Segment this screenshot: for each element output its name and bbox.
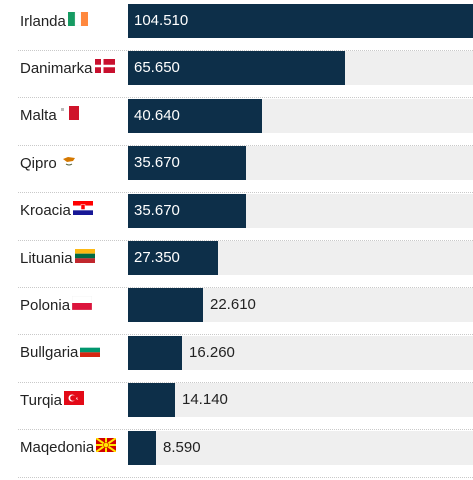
category-label: Danimarka [20, 59, 93, 77]
value-label: 22.610 [210, 296, 256, 314]
bar-track: 8.590 [128, 430, 473, 465]
bar-track: 14.140 [128, 383, 473, 418]
category-label-group: Bullgaria [20, 336, 101, 370]
bar-row: Kroacia 35.670 [0, 193, 473, 241]
bar [128, 4, 473, 38]
bar [128, 335, 182, 370]
row-divider [18, 381, 473, 383]
category-label: Maqedonia [20, 439, 95, 457]
value-label: 27.350 [134, 249, 180, 266]
value-label: 35.670 [134, 154, 180, 172]
category-label-group: Lituania [20, 241, 95, 275]
bar [128, 193, 246, 228]
turkey-flag-icon [63, 390, 84, 410]
bar-track: 22.610 [128, 288, 473, 323]
category-label: Lituania [20, 249, 73, 267]
row-divider [18, 429, 473, 431]
category-label-group: Turqia [20, 383, 84, 417]
category-label-group: Polonia [20, 288, 93, 322]
bar-track: 65.650 [128, 51, 473, 86]
bar [128, 146, 246, 181]
category-label-group: Irlanda [20, 4, 88, 38]
malta-flag-icon [58, 106, 79, 125]
row-divider [18, 50, 473, 51]
bar-row: Danimarka 65.650 [0, 51, 473, 99]
bar-row: Polonia 22.610 [0, 288, 473, 336]
bar-row: Maqedonia 8.590 [0, 430, 473, 478]
cyprus-flag-icon [58, 153, 79, 173]
bar-track: 16.260 [128, 335, 473, 370]
bar [128, 51, 345, 86]
category-label-group: Qipro [20, 146, 79, 180]
category-label-group: Kroacia [20, 194, 93, 228]
row-divider [18, 239, 473, 241]
bar [128, 241, 218, 275]
category-label: Turqia [20, 391, 62, 409]
row-divider [18, 97, 473, 99]
row-divider [18, 144, 473, 146]
bar-row: Malta 40.640 [0, 98, 473, 146]
value-label: 40.640 [134, 106, 180, 124]
category-label-group: Danimarka [20, 51, 115, 85]
bar-track: 35.670 [128, 193, 473, 228]
category-label: Polonia [20, 296, 71, 314]
value-label: 14.140 [182, 391, 228, 409]
bar [128, 288, 203, 323]
category-label: Irlanda [20, 12, 66, 30]
row-divider [18, 287, 473, 288]
category-label: Malta [20, 107, 57, 125]
lithuania-flag-icon [74, 248, 95, 268]
croatia-flag-icon [72, 201, 93, 220]
value-label: 16.260 [189, 343, 235, 361]
bar-row: Irlanda 104.510 [0, 4, 473, 51]
north-macedonia-flag-icon [95, 437, 117, 457]
value-label: 35.670 [134, 201, 180, 219]
row-divider [18, 334, 473, 336]
bar-row: Qipro 35.670 [0, 146, 473, 194]
value-label: 104.510 [134, 12, 189, 29]
category-label: Bullgaria [20, 344, 79, 362]
category-label-group: Maqedonia [20, 431, 117, 465]
poland-flag-icon [71, 295, 93, 315]
value-label: 65.650 [134, 59, 180, 77]
row-divider [18, 192, 473, 194]
bar-row: Lituania 27.350 [0, 241, 473, 288]
category-label: Kroacia [20, 202, 71, 220]
category-label: Qipro [20, 154, 57, 172]
bar-track: 35.670 [128, 146, 473, 181]
ireland-flag-icon [67, 11, 88, 31]
bulgaria-flag-icon [80, 343, 101, 362]
bar [128, 98, 262, 133]
denmark-flag-icon [94, 58, 115, 78]
bar-track: 27.350 [128, 241, 473, 275]
row-divider [18, 476, 473, 478]
value-label: 8.590 [163, 438, 201, 456]
bar-track: 40.640 [128, 98, 473, 133]
bar [128, 383, 175, 418]
bar-row: Turqia 14.140 [0, 383, 473, 431]
bar-row: Bullgaria 16.260 [0, 335, 473, 383]
bar-track: 104.510 [128, 4, 473, 38]
category-label-group: Malta [20, 99, 79, 133]
bar [128, 430, 156, 465]
